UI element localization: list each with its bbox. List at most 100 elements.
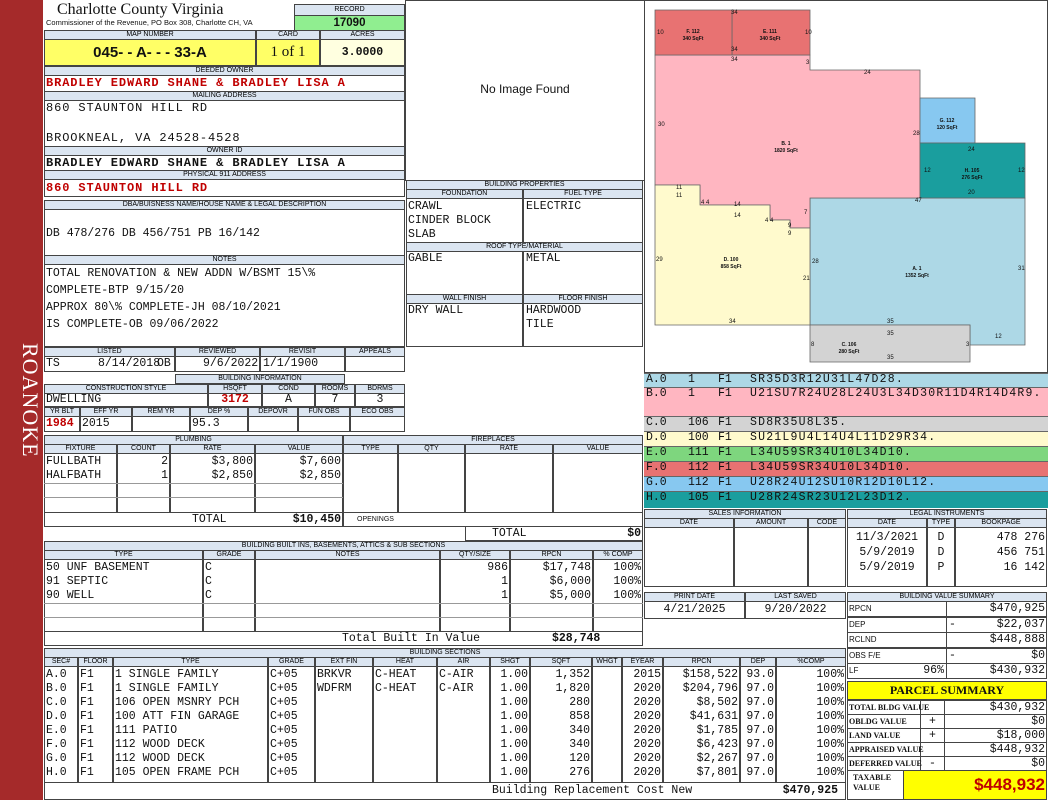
dimension: 35 [887, 319, 894, 325]
field-value: Building Replacement Cost New [492, 784, 693, 797]
field-value: 11/3/2021 [855, 531, 919, 544]
field-value: 7 [331, 393, 339, 406]
field-value: $0 [1031, 715, 1045, 728]
field-value: $2,267 [696, 752, 738, 765]
taxable-value: $448,932 [974, 775, 1045, 794]
legend-row [644, 416, 1048, 431]
cell [745, 601, 846, 619]
dimension: 9 [788, 223, 792, 229]
area-label: 340 SqFt [682, 36, 704, 42]
dimension: 24 [864, 70, 871, 76]
taxable-label: TAXABLE VALUE [853, 773, 892, 792]
field-value: 111 PATIO [115, 724, 178, 737]
field-value: HALFBATH [46, 469, 102, 482]
row-line [44, 497, 343, 498]
field-value: $2,850 [211, 469, 253, 482]
field-value: L34U59SR34U10L34D10. [750, 446, 913, 459]
field-value: $3,800 [211, 455, 253, 468]
dimension: 34 [731, 47, 738, 53]
field-value: 100% [613, 561, 641, 574]
image-placeholder: No Image Found [480, 82, 570, 96]
cell [190, 416, 248, 432]
field-value: C+05 [270, 766, 298, 779]
area-label: E. 111 [763, 29, 777, 35]
field-value: 1/1/1900 [263, 357, 319, 370]
sketch-area [809, 324, 971, 363]
cell [350, 416, 405, 432]
cell [44, 264, 405, 347]
field-value: 2020 [633, 738, 661, 751]
field-value: F1 [80, 668, 94, 681]
cell [406, 303, 523, 347]
field-value: F.0 [646, 461, 667, 474]
dimension: 28 [913, 131, 920, 137]
area-label: 1352 SqFt [905, 273, 929, 279]
field-value: 8/14/2018 [98, 357, 161, 370]
cell [553, 453, 643, 513]
field-value: 93.0 [746, 668, 774, 681]
dimension: 11 [676, 185, 683, 191]
legal-description: DB 478/276 DB 456/751 PB 16/142 [46, 227, 260, 240]
field-value: F1 [80, 738, 94, 751]
field-value: 1.00 [500, 724, 528, 737]
field-value: B.0 [46, 682, 67, 695]
field-value: $204,796 [682, 682, 738, 695]
field-value: PARCEL SUMMARY [889, 683, 1005, 697]
dimension: 24 [968, 147, 975, 153]
section-header: BUILDING INFORMATION [175, 374, 345, 384]
field-value: 97.0 [746, 710, 774, 723]
field-value: TOTAL BLDG VALUE [849, 703, 930, 712]
field-value: C-AIR [439, 682, 474, 695]
deeded-owner: BRADLEY EDWARD SHANE & BRADLEY LISA A [46, 76, 346, 90]
field-value: C [205, 561, 212, 574]
legend-row [644, 373, 1048, 387]
field-value: - [949, 617, 956, 631]
field-value: C+05 [270, 668, 298, 681]
field-value: C+05 [270, 738, 298, 751]
field-value: C.0 [46, 696, 67, 709]
field-value: 100 [688, 431, 709, 444]
field-value: 1 [688, 387, 695, 400]
field-value: 90 WELL [46, 589, 95, 602]
cell [44, 356, 175, 372]
field-value: 3 [376, 393, 384, 406]
title: Charlotte County Virginia [57, 1, 224, 18]
dimension: 3 [806, 60, 810, 66]
cell [465, 453, 553, 513]
field-value: 100% [816, 710, 844, 723]
field-value: 276 [569, 766, 590, 779]
field-value: 111 [688, 446, 709, 459]
field-value: H.0 [646, 491, 667, 504]
field-value: 340 [569, 724, 590, 737]
field-value: A.0 [646, 373, 667, 386]
dimension: 14 [734, 213, 741, 219]
field-value: 97.0 [746, 724, 774, 737]
owner-id: BRADLEY EDWARD SHANE & BRADLEY LISA A [46, 156, 346, 170]
sketch-area [919, 142, 1026, 199]
sketch-area [654, 9, 733, 56]
dimension: 31 [1018, 266, 1025, 272]
legend-row [644, 491, 1048, 508]
cell [260, 356, 345, 372]
field-value: 97.0 [746, 696, 774, 709]
cell [465, 526, 643, 541]
field-value: $2,850 [299, 469, 341, 482]
field-value: E.0 [46, 724, 67, 737]
field-value: G.0 [46, 752, 67, 765]
field-value: 50 UNF BASEMENT [46, 561, 150, 574]
area-label: 1820 SqFt [774, 148, 798, 154]
field-value: 4/21/2025 [663, 603, 726, 616]
field-value: 100% [816, 668, 844, 681]
field-value: $41,631 [689, 710, 738, 723]
field-value: 1.00 [500, 738, 528, 751]
field-value: FULLBATH [46, 455, 102, 468]
cell [644, 0, 1048, 373]
field-value: 340 [569, 738, 590, 751]
field-value: 100% [613, 589, 641, 602]
dimension: 28 [812, 259, 819, 265]
field-value: L34U59SR34U10L34D10. [750, 461, 913, 474]
cell [44, 512, 343, 527]
field-value: $430,932 [989, 701, 1045, 714]
field-value: C+05 [270, 752, 298, 765]
